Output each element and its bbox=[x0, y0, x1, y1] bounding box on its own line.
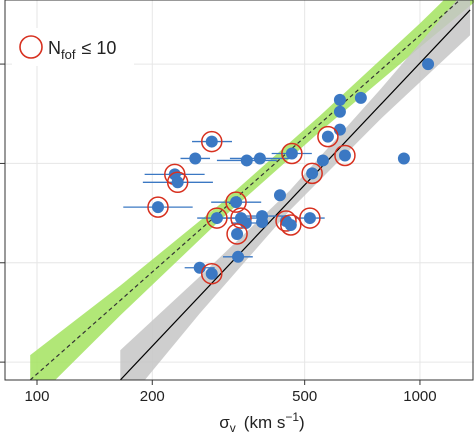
legend-cond: ≤ 10 bbox=[81, 38, 116, 58]
legend-symbol bbox=[19, 35, 43, 59]
point bbox=[285, 147, 298, 160]
x-tick-label: 500 bbox=[292, 388, 317, 405]
legend-sub: fof bbox=[61, 47, 76, 62]
plot-layers bbox=[29, 0, 474, 380]
point bbox=[232, 250, 245, 263]
point bbox=[239, 217, 252, 230]
legend-label: Nfof ≤ 10 bbox=[48, 38, 116, 62]
panel-border bbox=[4, 0, 474, 381]
point bbox=[333, 93, 346, 106]
nfof-circle bbox=[299, 207, 321, 229]
axes: 100 200 500 1000 bbox=[0, 63, 437, 405]
point bbox=[240, 154, 253, 167]
nfof-circle bbox=[334, 144, 356, 167]
point bbox=[256, 216, 269, 229]
point bbox=[230, 196, 243, 209]
nfof-circle bbox=[301, 162, 323, 185]
x-tick-label: 100 bbox=[24, 388, 49, 405]
point bbox=[231, 227, 244, 240]
legend-box bbox=[12, 28, 134, 66]
point bbox=[189, 152, 202, 165]
x-label-sup: −1 bbox=[285, 410, 299, 424]
x-label-sub: v bbox=[230, 421, 236, 435]
x-label-symbol: σ bbox=[219, 413, 230, 432]
point bbox=[338, 149, 351, 162]
point bbox=[284, 219, 297, 232]
x-axis-label: σv (km s−1) bbox=[219, 410, 304, 435]
point bbox=[303, 212, 316, 225]
confidence-band bbox=[120, 0, 471, 380]
nfof-circle bbox=[201, 262, 223, 285]
legend: Nfof ≤ 10 bbox=[12, 28, 134, 66]
nfof-circle bbox=[226, 223, 248, 245]
nfof-circle bbox=[201, 130, 223, 153]
point bbox=[397, 152, 410, 165]
point bbox=[354, 91, 367, 104]
nfof-circle bbox=[225, 191, 247, 213]
x-label-close: ) bbox=[299, 413, 305, 432]
fit-line bbox=[119, 9, 471, 380]
point bbox=[151, 201, 164, 214]
nfof-circle bbox=[206, 207, 228, 229]
nfof-circle bbox=[281, 142, 303, 165]
point bbox=[273, 189, 286, 202]
point bbox=[321, 130, 334, 143]
point bbox=[333, 105, 346, 118]
x-label-unit: (km s bbox=[244, 413, 286, 432]
nfof-circle bbox=[275, 210, 297, 232]
point bbox=[306, 167, 319, 180]
point bbox=[316, 154, 329, 167]
legend-n: N bbox=[48, 38, 61, 58]
point bbox=[205, 267, 218, 280]
x-tick-label: 1000 bbox=[403, 388, 436, 405]
x-tick-label: 200 bbox=[140, 388, 165, 405]
point bbox=[171, 176, 184, 189]
nfof-circle bbox=[230, 207, 252, 229]
point bbox=[253, 152, 266, 165]
point bbox=[422, 58, 435, 71]
point bbox=[210, 212, 223, 225]
point bbox=[205, 135, 218, 148]
fit-line bbox=[29, 0, 461, 380]
nfof-circle bbox=[147, 196, 169, 218]
nfof-circle bbox=[317, 125, 339, 148]
nfof-circle bbox=[166, 171, 189, 194]
nfof-circle bbox=[280, 214, 302, 236]
